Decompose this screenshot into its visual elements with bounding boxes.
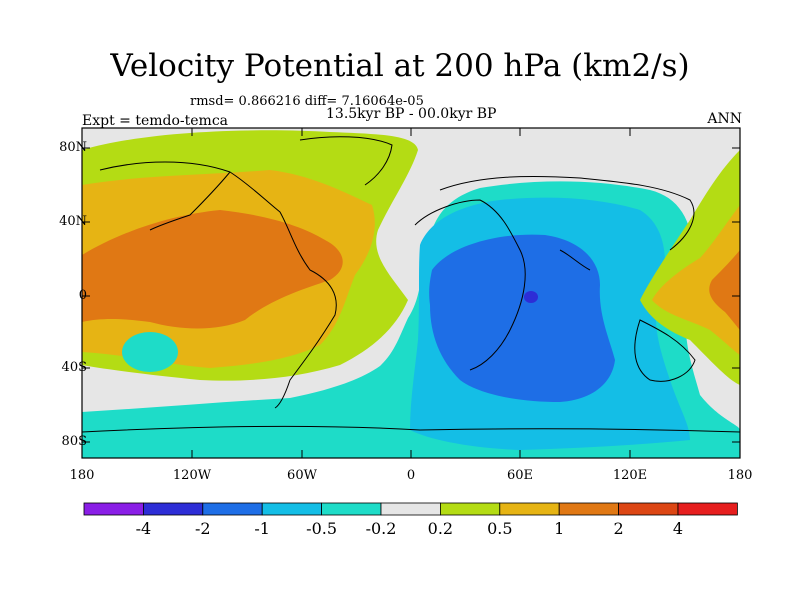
colorbar-swatch [142,502,204,516]
season-label: ANN [707,111,742,127]
colorbar-label: -4 [135,519,152,538]
x-tick-label: 180 [727,468,753,483]
colorbar-label: 4 [672,519,684,538]
x-tick-label: 0 [406,468,416,483]
colorbar-label: -0.5 [306,519,338,538]
positive-strong-west [82,210,343,329]
colorbar-swatch [380,502,441,516]
rmsd-diff-stats: rmsd= 0.866216 diff= 7.16064e-05 [190,94,424,109]
colorbar-label: -2 [195,519,211,538]
negative-max-core [524,291,538,303]
colorbar-swatch [202,502,263,516]
x-tick-label: 120W [172,468,212,483]
map-title: Velocity Potential at 200 hPa (km2/s) [110,48,690,84]
negative-strong-indian-ocean [429,234,615,402]
colorbar [83,502,738,516]
period-subtitle: 13.5kyr BP - 00.0kyr BP [326,106,497,122]
y-tick-label: 80N [59,140,87,155]
negative-weak-patch-se-pacific [122,332,178,372]
y-tick-label: 40N [59,214,87,229]
colorbar-swatch [499,502,560,516]
coastlines [82,136,740,433]
colorbar-swatch [261,502,323,516]
x-tick-label: 60E [506,468,534,483]
colorbar-swatch [321,502,382,516]
colorbar-swatch [558,502,620,516]
experiment-label: Expt = temdo-temca [82,113,229,129]
colorbar-label: -1 [254,519,270,538]
y-tick-label: 80S [61,434,87,449]
contour-fields [82,128,740,458]
colorbar-swatch [618,502,679,516]
colorbar-label: 2 [613,519,624,538]
colorbar-swatch [83,502,144,516]
axis-ticks [82,128,740,458]
colorbar-label: 1 [554,519,565,538]
colorbar-label: 0.5 [487,519,513,538]
x-tick-label: 120E [612,468,648,483]
y-tick-label: 40S [61,360,87,375]
y-tick-label: 0 [78,288,87,303]
x-tick-label: 60W [287,468,317,483]
colorbar-swatch [677,502,738,516]
colorbar-label: 0.2 [427,519,454,538]
x-tick-label: 180 [69,468,95,483]
positive-strong-east [709,250,740,330]
colorbar-label: -0.2 [365,519,397,538]
colorbar-swatch [439,502,501,516]
positive-mid-east [652,205,740,355]
